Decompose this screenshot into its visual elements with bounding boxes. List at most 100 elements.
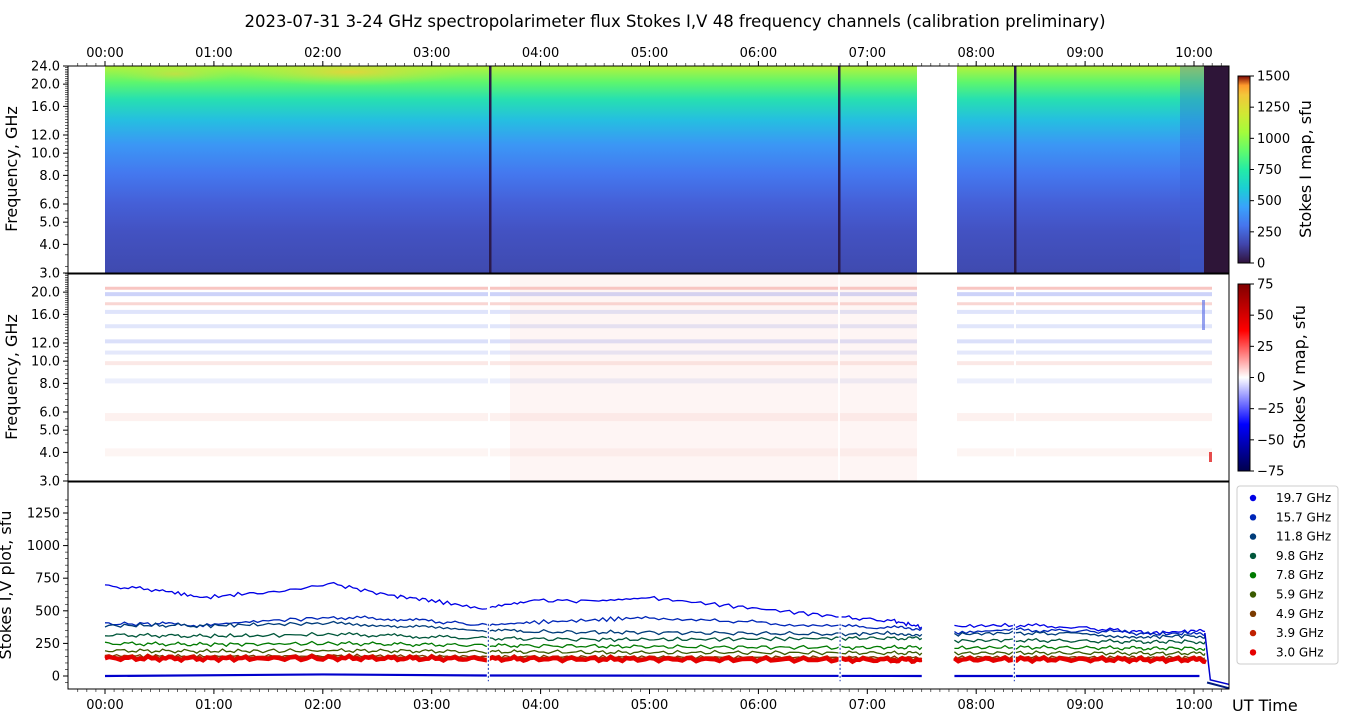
legend-label: 9.8 GHz — [1276, 549, 1324, 563]
legend-label: 3.0 GHz — [1276, 645, 1324, 659]
stokes-v-yaxis: 20.0 16.0 12.0 10.0 8.0 6.0 5.0 4.0 3.0 — [31, 273, 68, 490]
legend-label: 4.9 GHz — [1276, 607, 1324, 621]
stokes-i-yaxis: 24.0 20.0 16.0 12.0 10.0 8.0 6.0 5.0 4.0 3.0 — [31, 60, 68, 282]
series-line — [954, 644, 1206, 651]
plot-y-tick-label: 1250 — [27, 507, 60, 522]
legend-marker — [1249, 514, 1257, 521]
time-tick-label-top: 00:00 — [86, 46, 123, 61]
stokes-iv-ylabel: Stokes I,V plot, sfu — [0, 511, 15, 660]
time-tick-label-top: 07:00 — [849, 46, 886, 61]
series-line — [104, 640, 923, 651]
colorbar-tick-label: −50 — [1257, 433, 1284, 448]
colorbar-tick-label: −75 — [1257, 465, 1284, 480]
freq-tick-label: 5.0 — [39, 424, 60, 439]
series-line — [104, 581, 923, 630]
stokes-v-ylabel: Frequency, GHz — [2, 314, 21, 440]
time-tick-label-bottom: 00:00 — [86, 698, 123, 713]
stokes-i-colorbar-label: Stokes I map, sfu — [1296, 100, 1315, 238]
freq-tick-label: 4.0 — [39, 446, 60, 461]
time-tick-label-bottom: 01:00 — [195, 698, 232, 713]
time-tick-label-bottom: 09:00 — [1066, 698, 1103, 713]
stokes-i-heatmap — [68, 66, 1229, 273]
time-tick-label-bottom: 03:00 — [413, 698, 450, 713]
legend-label: 7.8 GHz — [1276, 568, 1324, 582]
legend-marker — [1249, 552, 1257, 560]
freq-tick-label: 6.0 — [39, 406, 60, 421]
series-line — [954, 637, 1206, 645]
end-drop — [1206, 681, 1229, 689]
time-tick-label-top: 05:00 — [631, 46, 668, 61]
freq-tick-label: 3.0 — [39, 267, 60, 282]
legend-marker — [1249, 572, 1257, 579]
series-line — [104, 647, 923, 656]
freq-tick-label: 16.0 — [31, 100, 60, 115]
time-tick-label-bottom: 07:00 — [849, 698, 886, 713]
legend-marker — [1249, 610, 1257, 617]
plot-y-tick-label: 250 — [35, 637, 60, 652]
freq-tick-label: 5.0 — [39, 216, 60, 231]
colorbar-tick-label: 500 — [1257, 194, 1282, 209]
time-axis: 00:00 00:00 01:00 01:00 02:00 02:00 03:00 03:00… — [77, 46, 1222, 713]
freq-tick-label: 8.0 — [39, 169, 60, 184]
freq-tick-label: 3.0 — [39, 475, 60, 490]
figure-title: 2023-07-31 3-24 GHz spectropolarimeter f… — [244, 12, 1105, 31]
time-tick-label-top: 09:00 — [1066, 46, 1103, 61]
time-tick-label-top: 01:00 — [195, 46, 232, 61]
time-tick-label-top: 03:00 — [413, 46, 450, 61]
series-line — [954, 630, 1206, 640]
time-axis-label: UT Time — [1232, 696, 1298, 715]
dropout-gap — [486, 584, 490, 684]
dropout-gap — [1012, 584, 1016, 684]
stokes-v-colorbar-label: Stokes V map, sfu — [1290, 305, 1309, 449]
time-tick-label-bottom: 04:00 — [522, 698, 559, 713]
series-line — [104, 615, 923, 632]
legend-label: 5.9 GHz — [1276, 588, 1324, 602]
legend-marker — [1249, 629, 1257, 637]
freq-tick-label: 12.0 — [31, 129, 60, 144]
freq-tick-label: 8.0 — [39, 377, 60, 392]
legend-marker — [1249, 591, 1257, 598]
time-tick-label-bottom: 06:00 — [740, 698, 777, 713]
legend-marker — [1249, 533, 1257, 540]
freq-tick-label: 20.0 — [31, 78, 60, 93]
stokes-v-panel: 20.0 16.0 12.0 10.0 8.0 6.0 5.0 4.0 3.0 Frequenc… — [2, 273, 1230, 490]
colorbar-tick-label: 0 — [1257, 257, 1265, 272]
time-tick-label-top: 08:00 — [957, 46, 994, 61]
series-line — [954, 650, 1206, 657]
stokes-iv-panel: 1250 1000 750 500 250 0 Stokes I,V plot, sfu — [0, 481, 1230, 690]
series-line — [953, 655, 1207, 665]
freq-tick-label: 24.0 — [31, 60, 60, 75]
colorbar-tick-label: 25 — [1257, 340, 1274, 355]
series-line — [954, 622, 1206, 636]
time-tick-label-top: 06:00 — [740, 46, 777, 61]
plot-y-tick-label: 750 — [35, 572, 60, 587]
freq-tick-label: 10.0 — [31, 147, 60, 162]
time-tick-label-top: 10:00 — [1175, 46, 1212, 61]
dropout-gap — [838, 584, 842, 684]
legend: 19.7 GHz 15.7 GHz 11.8 GHz 9.8 GHz 7.8 GHz 5.… — [1236, 485, 1339, 665]
freq-tick-label: 10.0 — [31, 355, 60, 370]
freq-tick-label: 20.0 — [31, 286, 60, 301]
time-tick-label-bottom: 05:00 — [631, 698, 668, 713]
freq-tick-label: 6.0 — [39, 198, 60, 213]
colorbar-tick-label: −25 — [1257, 402, 1284, 417]
legend-label: 19.7 GHz — [1276, 491, 1331, 505]
colorbar-tick-label: 50 — [1257, 309, 1274, 324]
time-tick-label-bottom: 02:00 — [304, 698, 341, 713]
time-tick-label-top: 02:00 — [304, 46, 341, 61]
stokes-i-ylabel: Frequency, GHz — [2, 106, 21, 232]
stokes-i-panel: 24.0 20.0 16.0 12.0 10.0 8.0 6.0 5.0 4.0 3.0 Freq… — [2, 60, 1230, 282]
colorbar-tick-label: 1500 — [1257, 70, 1290, 85]
colorbar-tick-label: 750 — [1257, 163, 1282, 178]
plot-y-tick-label: 500 — [35, 604, 60, 619]
legend-label: 15.7 GHz — [1276, 510, 1331, 524]
freq-tick-label: 12.0 — [31, 337, 60, 352]
stokes-iv-yaxis: 1250 1000 750 500 250 0 — [27, 499, 68, 685]
plot-y-tick-label: 1000 — [27, 539, 60, 554]
colorbar-tick-label: 1000 — [1257, 132, 1290, 147]
series-line — [104, 631, 923, 643]
stokes-i-colorbar: 1500 1250 1000 750 500 250 0 Stokes I map, sfu — [1237, 70, 1315, 272]
series-line — [954, 627, 1206, 637]
colorbar-tick-label: 250 — [1257, 225, 1282, 240]
